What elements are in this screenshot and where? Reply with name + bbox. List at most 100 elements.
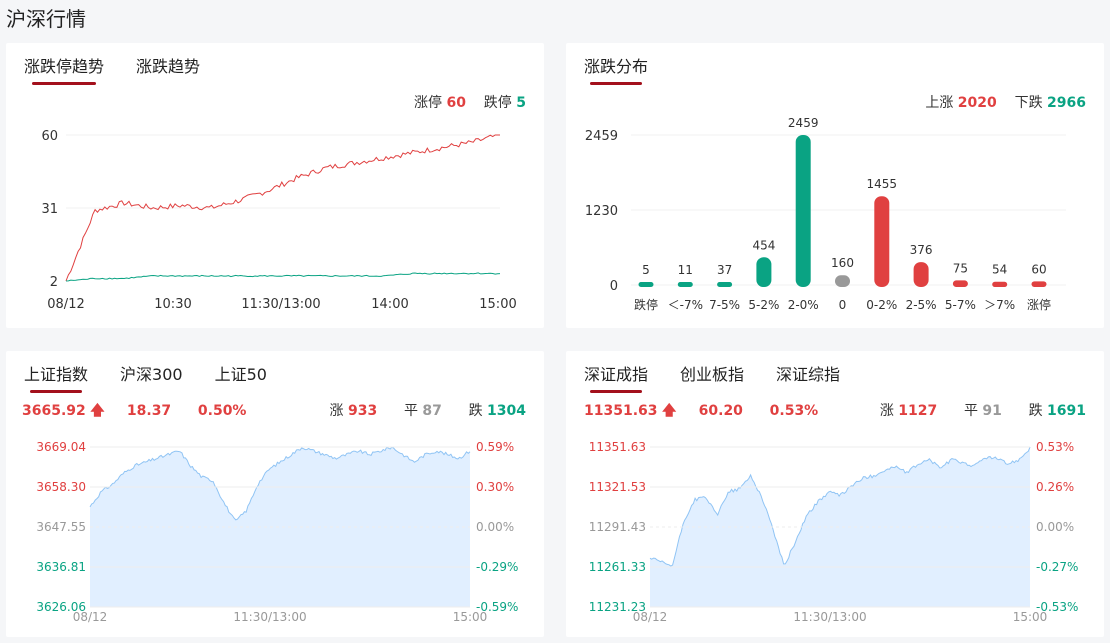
tab-distribution[interactable]: 涨跌分布 — [584, 53, 648, 85]
sz-up-value: 1127 — [898, 403, 938, 419]
bar-value-label: 376 — [910, 243, 933, 257]
sh-index-chart: 3669.04 0.59% 3658.30 0.30% 3647.55 0.00% 3636… — [36, 440, 518, 624]
distribution-chart: 2459 1230 0 5 跌停 11 ＜-7% 37 7-5% 454 5-2% 2459 2-0% 1… — [585, 116, 1066, 312]
y-tick-label-right: 0.26% — [1036, 480, 1074, 494]
y-tick-label-left: 3626.06 — [36, 600, 86, 614]
sh-up-value: 933 — [348, 403, 378, 419]
y-tick-label-left: 3647.55 — [36, 520, 86, 534]
tab-sh-composite[interactable]: 上证指数 — [24, 361, 88, 393]
sz-down-label: 跌 — [1028, 403, 1043, 419]
sz-pct: 0.53% — [769, 403, 819, 419]
y-tick-label-right: -0.59% — [476, 600, 518, 614]
sh-flat-label: 平 — [403, 403, 418, 419]
bar-category-label: 跌停 — [634, 297, 658, 312]
page-title: 沪深行情 — [6, 7, 86, 31]
x-tick-label: 15:00 — [479, 297, 516, 312]
y-tick-label-right: 0.00% — [476, 520, 514, 534]
sh-index-tabs: 上证指数 沪深300 上证50 — [24, 361, 299, 393]
sz-down-value: 1691 — [1047, 403, 1086, 419]
price-line — [649, 446, 1031, 567]
sh-flat-value: 87 — [422, 403, 442, 419]
distribution-card: 涨跌分布 上涨 2020 下跌 2966 2459 1230 0 5 跌停 11 ＜-7% 3… — [566, 43, 1104, 328]
y-tick-label-left: 3658.30 — [36, 480, 86, 494]
y-tick-label: 60 — [41, 129, 58, 144]
bar-category-label: 0 — [839, 298, 847, 312]
x-tick-label: 15:00 — [453, 610, 488, 624]
bar-value-label: 11 — [678, 263, 693, 277]
y-tick-label-left: 11351.63 — [589, 440, 646, 454]
limit-down-label: 跌停 — [483, 95, 512, 111]
x-tick-label: 11:30/13:00 — [793, 610, 866, 624]
sz-index-card: 深证成指 创业板指 深证综指 11351.63 🡅 60.20 0.53% 涨 … — [566, 351, 1104, 637]
distribution-bar — [756, 257, 772, 287]
distribution-bar — [638, 282, 654, 287]
bar-category-label: 7-5% — [709, 298, 740, 312]
limit-trend-card: 涨跌停趋势 涨跌趋势 涨停 60 跌停 5 60 31 2 08/12 10:30 11:… — [6, 43, 544, 328]
sz-change: 60.20 — [698, 403, 743, 419]
sh-price: 3665.92 — [22, 403, 86, 419]
sz-flat-label: 平 — [963, 403, 978, 419]
limit-down-line — [65, 272, 501, 282]
bar-value-label: 75 — [953, 261, 968, 275]
sh-down-label: 跌 — [468, 403, 483, 419]
distribution-bar — [677, 282, 693, 287]
y-tick-label-left: 3636.81 — [36, 560, 86, 574]
y-tick-label: 2 — [50, 275, 58, 290]
fall-value: 2966 — [1047, 95, 1086, 111]
bar-value-label: 1455 — [867, 177, 898, 191]
bar-value-label: 454 — [752, 238, 775, 252]
x-tick-label: 08/12 — [633, 610, 668, 624]
price-line — [89, 446, 471, 521]
y-tick-label: 31 — [41, 202, 58, 217]
tab-sz-composite[interactable]: 深证综指 — [776, 365, 841, 384]
sh-up-label: 涨 — [329, 403, 344, 419]
x-tick-label: 14:00 — [371, 297, 408, 312]
bar-value-label: 160 — [831, 256, 854, 270]
bar-category-label: 2-0% — [788, 298, 819, 312]
tab-sse50[interactable]: 上证50 — [214, 365, 267, 384]
bar-category-label: ＞7% — [984, 298, 1015, 312]
tab-limit-trend[interactable]: 涨跌停趋势 — [24, 53, 104, 85]
tab-csi300[interactable]: 沪深300 — [120, 365, 183, 384]
sz-quote: 11351.63 🡅 60.20 0.53% — [584, 400, 818, 424]
distribution-bar — [992, 281, 1008, 287]
distribution-stats: 上涨 2020 下跌 2966 — [925, 92, 1086, 112]
bar-value-label: 60 — [1031, 262, 1046, 276]
distribution-bar — [835, 275, 850, 287]
bar-category-label: ＜-7% — [668, 298, 703, 312]
sh-down-value: 1304 — [487, 403, 526, 419]
sh-breadth: 涨 933 平 87 跌 1304 — [330, 400, 526, 420]
bar-category-label: 涨停 — [1027, 297, 1051, 312]
x-tick-label: 15:00 — [1013, 610, 1048, 624]
sh-index-card: 上证指数 沪深300 上证50 3665.92 🡅 18.37 0.50% 涨 … — [6, 351, 544, 637]
distribution-bar — [874, 196, 890, 287]
sh-change: 18.37 — [126, 403, 172, 419]
y-tick-label-right: 0.30% — [476, 480, 514, 494]
bar-value-label: 2459 — [788, 116, 819, 130]
sz-price: 11351.63 — [584, 403, 658, 419]
distribution-bar — [717, 282, 733, 287]
sz-up-label: 涨 — [879, 403, 894, 419]
bar-value-label: 54 — [992, 263, 1007, 277]
y-tick-label: 0 — [610, 279, 618, 294]
sz-breadth: 涨 1127 平 91 跌 1691 — [880, 400, 1086, 420]
limit-trend-tabs: 涨跌停趋势 涨跌趋势 — [24, 53, 232, 85]
bar-category-label: 0-2% — [866, 298, 897, 312]
limit-up-label: 涨停 — [414, 95, 443, 111]
distribution-bar — [1031, 281, 1047, 287]
y-tick-label-right: -0.27% — [1036, 560, 1078, 574]
tab-sz-component[interactable]: 深证成指 — [584, 361, 648, 393]
distribution-bar — [952, 280, 968, 287]
tab-chinext[interactable]: 创业板指 — [680, 365, 745, 384]
up-arrow-icon: 🡅 — [90, 403, 105, 419]
bar-category-label: 2-5% — [906, 298, 937, 312]
x-tick-label: 08/12 — [73, 610, 108, 624]
sz-index-chart: 11351.63 0.53% 11321.53 0.26% 11291.43 0.00% 1… — [589, 440, 1079, 624]
y-tick-label-left: 11231.23 — [589, 600, 646, 614]
sh-quote: 3665.92 🡅 18.37 0.50% — [22, 400, 246, 424]
y-tick-label-right: 0.59% — [476, 440, 514, 454]
distribution-tabs: 涨跌分布 — [584, 53, 680, 85]
tab-rise-fall-trend[interactable]: 涨跌趋势 — [136, 57, 201, 76]
limit-trend-chart: 60 31 2 08/12 10:30 11:30/13:00 14:00 15:00 — [41, 129, 516, 312]
y-tick-label-right: -0.29% — [476, 560, 518, 574]
